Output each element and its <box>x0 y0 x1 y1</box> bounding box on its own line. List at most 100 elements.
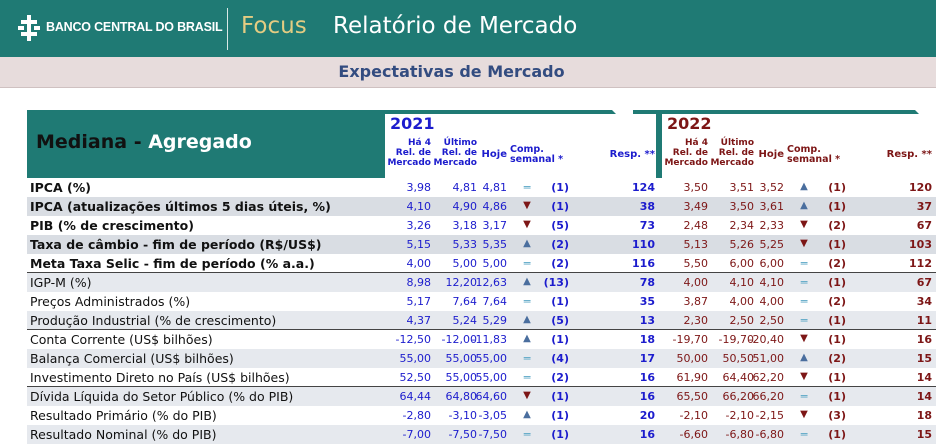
cell-weeks: (1) <box>828 371 846 384</box>
row-label: PIB (% de crescimento) <box>30 218 194 233</box>
cell-ult: 50,50 <box>722 352 755 365</box>
cell-weeks: (2) <box>551 371 569 384</box>
cell-h4: 55,00 <box>399 352 432 365</box>
cell-resp: 20 <box>639 409 655 422</box>
cell-h4: -2,10 <box>679 409 708 422</box>
col-head-hoje: Hoje <box>758 149 784 160</box>
cell-resp: 38 <box>639 200 655 213</box>
cell-resp: 35 <box>639 295 655 308</box>
cell-h4: -12,50 <box>395 333 431 346</box>
col-head-ult-line: Rel. de <box>718 148 754 158</box>
cell-ult: 64,40 <box>722 371 755 384</box>
cell-weeks: (2) <box>828 257 846 270</box>
row-band <box>27 235 936 254</box>
cell-weeks: (5) <box>551 314 569 327</box>
col-head-ult-line: Último <box>443 138 477 148</box>
cell-resp: 15 <box>916 428 932 441</box>
cell-resp: 15 <box>916 352 932 365</box>
cell-ult: 5,00 <box>452 257 478 270</box>
col-head-ult-line: Último <box>720 138 754 148</box>
arrow-down-icon: ▼ <box>800 219 808 230</box>
cell-h4: -2,80 <box>402 409 431 422</box>
cell-hoje: 64,60 <box>475 390 508 403</box>
equal-icon: ═ <box>800 428 808 441</box>
cell-weeks: (2) <box>828 219 846 232</box>
cell-h4: 64,44 <box>399 390 432 403</box>
cell-resp: 103 <box>909 238 932 251</box>
cell-h4: 65,50 <box>676 390 709 403</box>
cell-h4: -19,70 <box>672 333 708 346</box>
bank-name: BANCO CENTRAL DO BRASIL <box>46 20 223 34</box>
cell-h4: 5,50 <box>683 257 709 270</box>
equal-icon: ═ <box>523 371 531 384</box>
cell-weeks: (2) <box>828 352 846 365</box>
cell-resp: 120 <box>909 181 932 194</box>
cell-weeks: (1) <box>828 181 846 194</box>
col-head-resp: Resp. ** <box>886 149 932 160</box>
row-label: Meta Taxa Selic - fim de período (% a.a.… <box>30 256 315 271</box>
row-label: IGP-M (%) <box>30 275 92 290</box>
group-separator <box>27 272 936 273</box>
cell-hoje: 4,81 <box>482 181 508 194</box>
cell-ult: 55,00 <box>445 352 478 365</box>
cell-resp: 13 <box>639 314 655 327</box>
arrow-down-icon: ▼ <box>800 333 808 344</box>
cell-ult: 6,00 <box>729 257 755 270</box>
cell-weeks: (1) <box>551 200 569 213</box>
cell-hoje: 3,17 <box>482 219 508 232</box>
cell-resp: 73 <box>639 219 655 232</box>
col-head-h4-line: Mercado <box>387 158 431 168</box>
col-head-h4-line: Há 4 <box>407 138 431 148</box>
equal-icon: ═ <box>523 257 531 270</box>
table-title: Mediana - Agregado <box>36 131 252 153</box>
cell-weeks: (1) <box>551 409 569 422</box>
col-head-hoje: Hoje <box>481 149 507 160</box>
equal-icon: ═ <box>523 428 531 441</box>
cell-h4: 3,87 <box>683 295 709 308</box>
top-header-bar: BANCO CENTRAL DO BRASIL Focus Relatório … <box>0 0 936 57</box>
col-head-h4-line: Mercado <box>664 158 708 168</box>
cell-weeks: (1) <box>828 428 846 441</box>
arrow-down-icon: ▼ <box>523 390 531 401</box>
cell-hoje: 5,35 <box>482 238 508 251</box>
cell-weeks: (1) <box>828 390 846 403</box>
equal-icon: ═ <box>523 295 531 308</box>
cell-resp: 67 <box>916 276 932 289</box>
cell-hoje: 62,20 <box>752 371 785 384</box>
cell-hoje: 6,00 <box>759 257 785 270</box>
equal-icon: ═ <box>800 390 808 403</box>
cell-hoje: 3,61 <box>759 200 785 213</box>
cell-ult: 2,50 <box>729 314 755 327</box>
equal-icon: ═ <box>800 257 808 270</box>
cell-resp: 124 <box>632 181 655 194</box>
cell-resp: 112 <box>909 257 932 270</box>
cell-ult: 5,26 <box>729 238 755 251</box>
cell-h4: 50,00 <box>676 352 709 365</box>
cell-ult: 3,50 <box>729 200 755 213</box>
cell-hoje: 2,50 <box>759 314 785 327</box>
cell-weeks: (1) <box>828 238 846 251</box>
cell-h4: 52,50 <box>399 371 432 384</box>
cell-h4: -6,60 <box>679 428 708 441</box>
year-label-2022: 2022 <box>667 114 712 133</box>
equal-icon: ═ <box>800 295 808 308</box>
arrow-down-icon: ▼ <box>800 371 808 382</box>
cell-ult: 3,18 <box>452 219 478 232</box>
cell-ult: 4,00 <box>729 295 755 308</box>
cell-hoje: 5,29 <box>482 314 508 327</box>
equal-icon: ═ <box>800 314 808 327</box>
cell-resp: 16 <box>639 371 655 384</box>
cell-hoje: 55,00 <box>475 352 508 365</box>
cell-ult: 64,80 <box>445 390 478 403</box>
cell-resp: 67 <box>916 219 932 232</box>
cell-hoje: 7,64 <box>482 295 508 308</box>
cell-hoje: 5,00 <box>482 257 508 270</box>
report-title: Relatório de Mercado <box>333 13 578 39</box>
arrow-up-icon: ▲ <box>523 238 531 249</box>
cell-resp: 16 <box>916 333 932 346</box>
cell-weeks: (4) <box>551 352 569 365</box>
cell-hoje: 4,86 <box>482 200 508 213</box>
cell-hoje: 4,00 <box>759 295 785 308</box>
cell-resp: 14 <box>916 390 932 403</box>
cell-resp: 16 <box>639 428 655 441</box>
